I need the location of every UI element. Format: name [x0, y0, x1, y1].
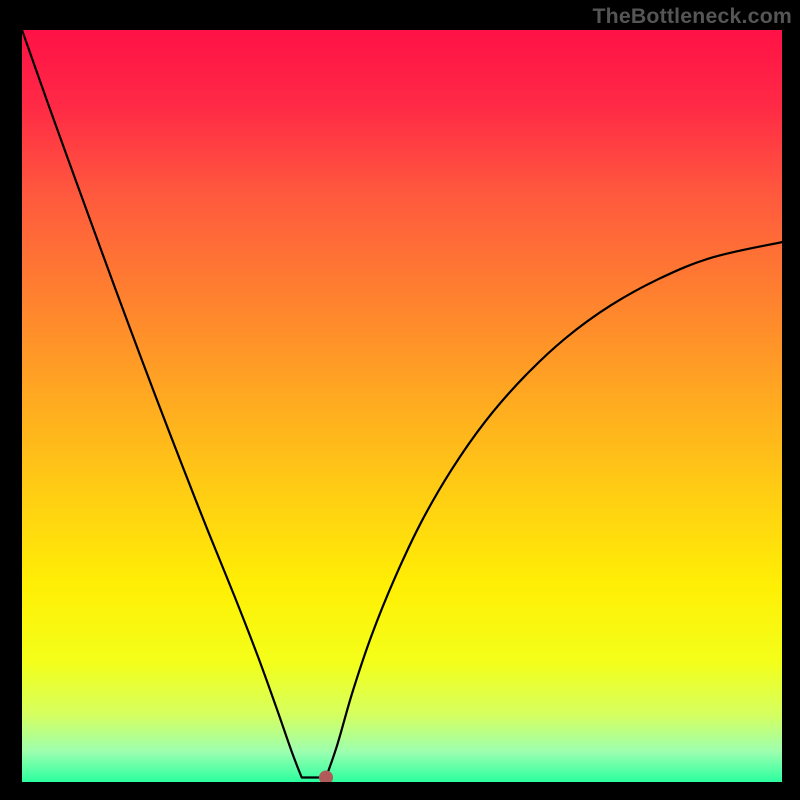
- bottleneck-curve: [22, 30, 782, 782]
- plot-area: [22, 30, 782, 782]
- curve-path: [22, 30, 782, 777]
- watermark-text: TheBottleneck.com: [592, 4, 792, 29]
- chart-root: TheBottleneck.com: [0, 0, 800, 800]
- minimum-marker: [319, 770, 333, 782]
